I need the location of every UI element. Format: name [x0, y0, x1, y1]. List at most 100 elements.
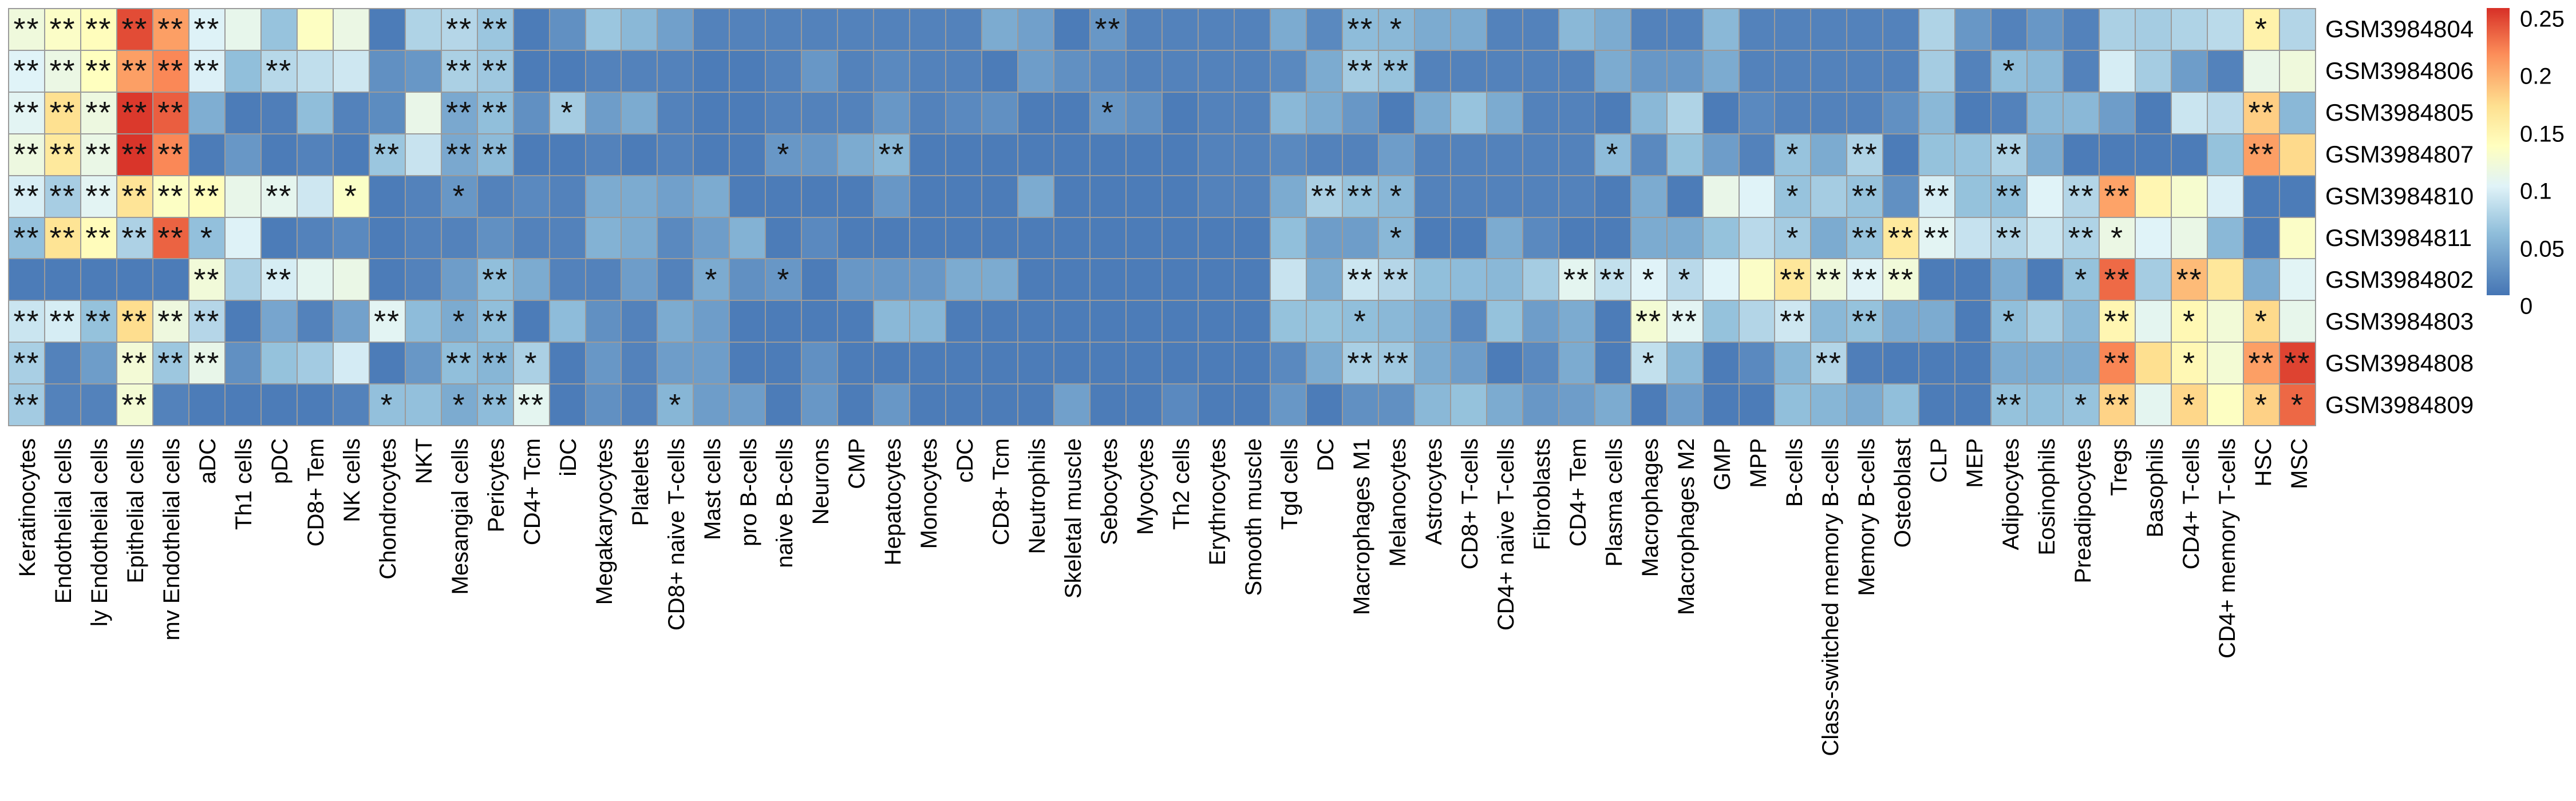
significance-marker: **	[2104, 304, 2131, 339]
heatmap-cell	[225, 259, 260, 300]
heatmap-cell	[1451, 134, 1486, 175]
heatmap-cell	[982, 9, 1018, 50]
significance-marker: **	[1851, 220, 1878, 255]
column-label: NKT	[411, 438, 437, 484]
heatmap-cell	[1378, 92, 1414, 133]
column-label: Endothelial cells	[50, 438, 76, 604]
heatmap-cell: **	[81, 176, 116, 217]
heatmap-cell	[766, 343, 801, 384]
significance-marker: **	[1563, 262, 1590, 297]
heatmap-cell	[982, 92, 1018, 133]
heatmap-cell	[225, 134, 260, 175]
heatmap-cell	[658, 259, 693, 300]
column-label: HSC	[2250, 438, 2276, 487]
heatmap-cell	[802, 259, 837, 300]
column-label: Pericytes	[483, 438, 509, 533]
heatmap-cell: **	[1992, 134, 2027, 175]
significance-marker: *	[452, 304, 466, 339]
heatmap-cell: **	[45, 176, 80, 217]
significance-marker: **	[482, 96, 509, 130]
heatmap-cell	[1487, 9, 1522, 50]
heatmap-cell	[1487, 343, 1522, 384]
heatmap-cell: **	[153, 301, 188, 342]
heatmap-cell	[1415, 217, 1450, 259]
heatmap-cell	[1487, 301, 1522, 342]
heatmap-cell	[1919, 134, 1955, 175]
heatmap-cell	[2280, 259, 2315, 300]
heatmap-cell	[1739, 176, 1775, 217]
heatmap-cell	[1018, 92, 1054, 133]
heatmap-cell	[2028, 50, 2063, 92]
heatmap-cell	[333, 50, 369, 92]
significance-marker: **	[1095, 12, 1121, 47]
heatmap-cell	[1739, 384, 1775, 425]
heatmap-cell	[1163, 50, 1198, 92]
heatmap-cell: **	[261, 50, 297, 92]
significance-marker: **	[1347, 262, 1374, 297]
heatmap-cell	[225, 301, 260, 342]
heatmap-cell	[838, 301, 874, 342]
heatmap-cell: *	[2172, 384, 2207, 425]
heatmap-cell: **	[1847, 217, 1883, 259]
heatmap-cell	[2208, 259, 2243, 300]
heatmap-cell	[1703, 259, 1739, 300]
significance-marker: **	[1996, 179, 2022, 214]
heatmap-cell	[730, 301, 765, 342]
heatmap-cell	[297, 259, 333, 300]
heatmap-cell	[1018, 343, 1054, 384]
heatmap-cell	[622, 176, 657, 217]
heatmap-cell	[1018, 384, 1054, 425]
column-label: MSC	[2286, 438, 2312, 489]
heatmap-cell	[1811, 9, 1847, 50]
significance-marker: **	[49, 96, 76, 130]
heatmap-cell	[1919, 343, 1955, 384]
heatmap-cell	[910, 50, 946, 92]
heatmap-cell	[189, 384, 224, 425]
heatmap-cell: **	[117, 134, 152, 175]
column-label: CD4+ Tcm	[519, 438, 545, 546]
significance-marker: *	[2111, 220, 2124, 255]
significance-marker: **	[157, 137, 184, 172]
heatmap-cell	[1018, 50, 1054, 92]
heatmap-cell	[1739, 301, 1775, 342]
heatmap-cell	[1883, 9, 1919, 50]
heatmap-cell	[730, 343, 765, 384]
heatmap-cell	[81, 259, 116, 300]
heatmap-cell: **	[1883, 217, 1919, 259]
heatmap-cell	[1127, 301, 1161, 342]
heatmap-cell	[45, 384, 80, 425]
heatmap-cell	[1667, 50, 1702, 92]
heatmap-cell	[1631, 134, 1666, 175]
heatmap-cell	[297, 176, 333, 217]
column-label: Class-switched memory B-cells	[1818, 438, 1843, 756]
heatmap-cell	[550, 9, 585, 50]
heatmap-cell: *	[1091, 92, 1126, 133]
heatmap-cell	[1559, 301, 1594, 342]
significance-marker: **	[446, 96, 473, 130]
heatmap-cell	[1163, 92, 1198, 133]
heatmap-cell: *	[2100, 217, 2135, 259]
heatmap-cell	[1883, 134, 1919, 175]
heatmap-cell	[1451, 384, 1486, 425]
heatmap-cell	[1992, 259, 2027, 300]
heatmap-cell	[297, 301, 333, 342]
significance-marker: **	[266, 54, 293, 89]
heatmap-cell	[910, 176, 946, 217]
heatmap-cell: **	[1342, 9, 1378, 50]
heatmap-cell	[1775, 343, 1811, 384]
heatmap-cell	[1306, 259, 1342, 300]
heatmap-cell: *	[1595, 134, 1630, 175]
heatmap-cell	[1595, 92, 1630, 133]
heatmap-cell	[1054, 217, 1090, 259]
significance-marker: **	[13, 304, 40, 339]
heatmap-cell	[1775, 9, 1811, 50]
heatmap-cell	[1127, 134, 1161, 175]
heatmap-cell: **	[9, 50, 44, 92]
heatmap-cell	[2172, 9, 2207, 50]
significance-marker: **	[266, 262, 293, 297]
heatmap-cell	[1415, 92, 1450, 133]
legend-tick-label: 0.15	[2520, 121, 2565, 147]
heatmap-cell: **	[45, 134, 80, 175]
heatmap-cell	[513, 134, 549, 175]
heatmap-cell	[694, 301, 729, 342]
